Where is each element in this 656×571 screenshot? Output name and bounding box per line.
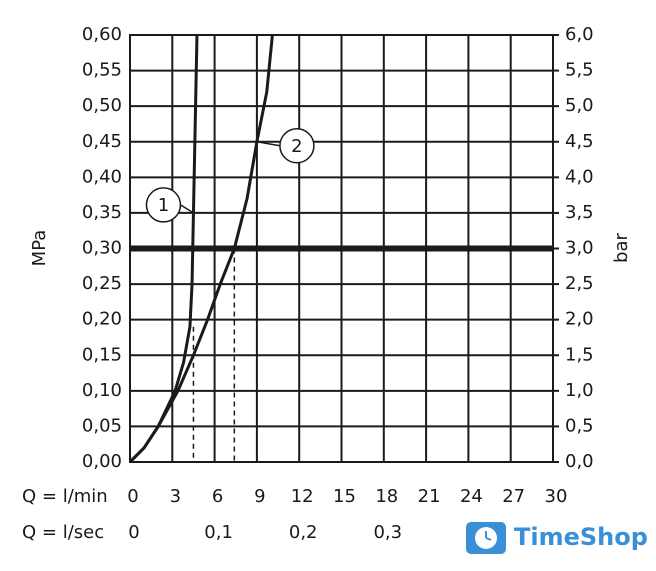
y-tick-label: 0,30 xyxy=(82,238,122,259)
y2-tick-label: 6,0 xyxy=(565,24,594,45)
x2-tick-label: 0,2 xyxy=(289,522,318,543)
watermark: TimeShop xyxy=(514,523,648,551)
x-tick-label: 18 xyxy=(375,486,398,507)
y2-tick-label: 0,0 xyxy=(565,451,594,472)
x-tick-label: 30 xyxy=(545,486,568,507)
y-tick-label: 0,60 xyxy=(82,24,122,45)
y-tick-label: 0,05 xyxy=(82,415,122,436)
y-tick-label: 0,55 xyxy=(82,60,122,81)
series-label-circle xyxy=(279,128,315,164)
y-axis-label: MPa xyxy=(29,230,50,267)
y-tick-label: 0,20 xyxy=(82,309,122,330)
y-tick-label: 0,25 xyxy=(82,273,122,294)
y2-tick-label: 2,0 xyxy=(565,309,594,330)
series-line xyxy=(128,34,274,464)
y2-tick-label: 3,0 xyxy=(565,238,594,259)
y-tick-label: 0,45 xyxy=(82,131,122,152)
x-tick-label: 9 xyxy=(254,486,265,507)
label-leader xyxy=(256,141,281,147)
y-tick-label: 0,35 xyxy=(82,202,122,223)
y2-tick-label: 4,0 xyxy=(565,166,594,187)
y-tick-label: 0,00 xyxy=(82,451,122,472)
y-tick-label: 0,40 xyxy=(82,166,122,187)
x2-axis-label: Q = l/sec xyxy=(22,522,104,543)
y2-tick-label: 0,5 xyxy=(565,415,594,436)
x-tick-label: 15 xyxy=(333,486,356,507)
label-leader xyxy=(180,204,194,214)
y2-tick-label: 2,5 xyxy=(565,273,594,294)
watermark-icon xyxy=(466,522,506,554)
x-tick-label: 6 xyxy=(212,486,223,507)
x-tick-label: 24 xyxy=(460,486,483,507)
series-label: 1 xyxy=(158,195,169,216)
x-axis-label: Q = l/min xyxy=(22,486,108,507)
series-label-circle xyxy=(145,187,182,223)
y2-axis-label: bar xyxy=(611,232,632,262)
y-tick-label: 0,10 xyxy=(82,380,122,401)
y2-tick-label: 1,5 xyxy=(565,344,594,365)
x2-tick-label: 0,1 xyxy=(204,522,233,543)
y-tick-label: 0,15 xyxy=(82,344,122,365)
x2-tick-label: 0 xyxy=(128,522,139,543)
x-tick-label: 12 xyxy=(291,486,314,507)
y2-tick-label: 5,5 xyxy=(565,60,594,81)
y2-tick-label: 5,0 xyxy=(565,95,594,116)
y2-tick-label: 4,5 xyxy=(565,131,594,152)
x2-tick-label: 0,3 xyxy=(373,522,402,543)
y2-tick-label: 3,5 xyxy=(565,202,594,223)
x-tick-label: 3 xyxy=(170,486,181,507)
x-tick-label: 27 xyxy=(502,486,525,507)
y-tick-label: 0,50 xyxy=(82,95,122,116)
y2-tick-label: 1,0 xyxy=(565,380,594,401)
x-tick-label: 0 xyxy=(127,486,138,507)
series-label: 2 xyxy=(291,136,302,157)
x-tick-label: 21 xyxy=(418,486,441,507)
